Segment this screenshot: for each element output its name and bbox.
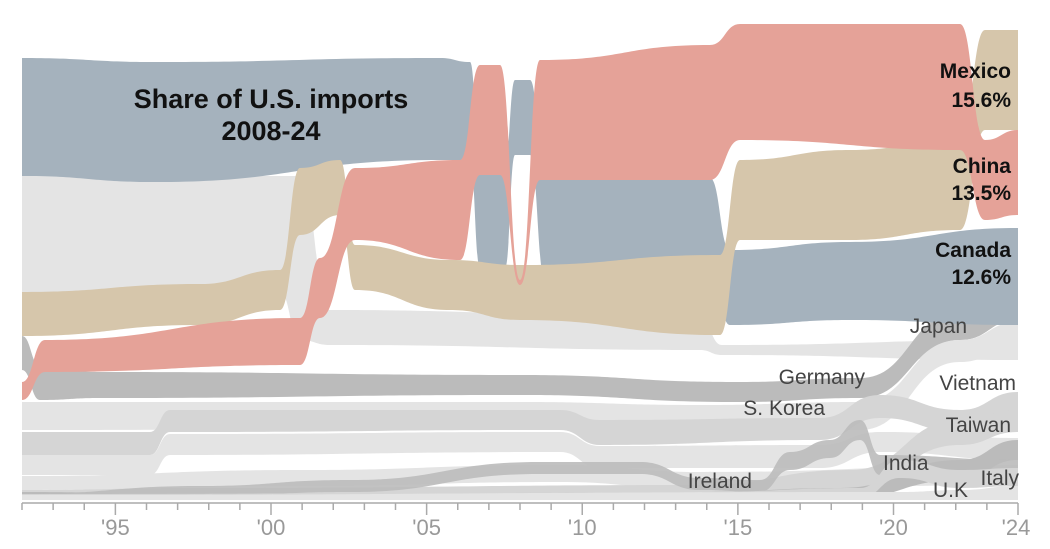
label-italy: Italy <box>980 467 1019 490</box>
x-tick-label-2000: '00 <box>257 515 286 540</box>
value-china: 13.5% <box>951 182 1011 205</box>
label-ireland: Ireland <box>688 470 752 493</box>
band-ireland <box>22 420 1018 500</box>
band-light-1 <box>22 176 1018 360</box>
band-germany <box>22 392 1018 455</box>
value-mexico: 15.6% <box>951 89 1011 112</box>
value-canada: 12.6% <box>951 266 1011 289</box>
chart-title-line-1: Share of U.S. imports <box>134 84 409 114</box>
band-mexico <box>22 30 1018 336</box>
label-taiwan: Taiwan <box>946 414 1011 437</box>
x-tick-label-2020: '20 <box>879 515 908 540</box>
label-vietnam: Vietnam <box>939 372 1016 395</box>
x-tick-label-2015: '15 <box>724 515 753 540</box>
label-china: China <box>953 155 1012 178</box>
label-uk: U.K <box>933 479 968 502</box>
bands-layer <box>22 24 1018 500</box>
x-tick-label-1995: '95 <box>101 515 130 540</box>
label-india: India <box>883 452 929 475</box>
label-mexico: Mexico <box>940 60 1011 83</box>
band-canada <box>22 58 1018 325</box>
band-china <box>22 24 1018 400</box>
x-tick-label-2024: '24 <box>1002 515 1031 540</box>
band-skorea <box>22 432 1018 475</box>
chart-title-line-2: 2008-24 <box>221 116 320 146</box>
x-axis: '95 '00 '05 '10 '15 '20 '24 <box>21 502 1031 540</box>
label-japan: Japan <box>910 315 967 338</box>
band-italy <box>22 486 1018 500</box>
x-tick-label-2005: '05 <box>412 515 441 540</box>
band-japan <box>22 296 1018 402</box>
x-tick-label-2010: '10 <box>568 515 597 540</box>
band-light-2 <box>22 322 1018 430</box>
label-s-korea: S. Korea <box>743 397 825 420</box>
label-canada: Canada <box>935 239 1011 262</box>
label-germany: Germany <box>779 366 866 389</box>
